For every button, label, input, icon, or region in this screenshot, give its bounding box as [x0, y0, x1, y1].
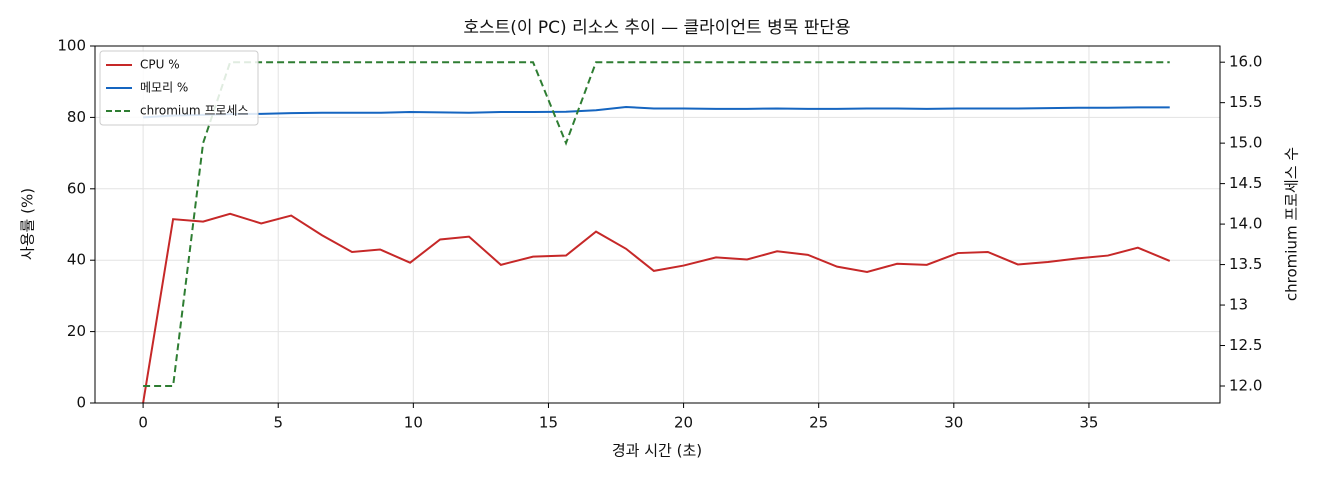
y2-tick-label: 14.0: [1229, 215, 1262, 233]
series-line: [143, 61, 1170, 387]
y2-tick-label: 12.0: [1229, 377, 1262, 395]
legend-label: CPU %: [140, 58, 180, 72]
y2-tick-label: 13.5: [1229, 255, 1262, 273]
series-line: [142, 212, 1171, 404]
y-tick-label: 80: [67, 108, 86, 126]
x-tick-label: 0: [138, 414, 148, 432]
x-tick-label: 30: [944, 414, 963, 432]
y-tick-label: 40: [67, 251, 86, 269]
legend-label: chromium 프로세스: [140, 104, 249, 118]
x-tick-label: 5: [273, 414, 283, 432]
x-tick-label: 20: [674, 414, 693, 432]
x-tick-label: 10: [404, 414, 423, 432]
y2-axis-label: chromium 프로세스 수: [1283, 147, 1301, 301]
y-tick-label: 0: [76, 394, 86, 412]
plot-frame: [94, 45, 1221, 404]
y-axis-label: 사용률 (%): [19, 188, 37, 260]
x-tick-label: 25: [809, 414, 828, 432]
y2-tick-label: 15.5: [1229, 93, 1262, 111]
y-tick-label: 100: [57, 37, 86, 55]
y2-tick-label: 14.5: [1229, 174, 1262, 192]
y2-tick-label: 15.0: [1229, 134, 1262, 152]
y-tick-label: 20: [67, 322, 86, 340]
series-line: [143, 106, 1170, 119]
legend: CPU % 메모리 % chromium 프로세스: [99, 50, 259, 126]
y2-tick-label: 16.0: [1229, 53, 1262, 71]
chart-title: 호스트(이 PC) 리소스 추이 — 클라이언트 병목 판단용: [463, 18, 850, 38]
y-tick-label: 60: [67, 179, 86, 197]
y2-tick-label: 13: [1229, 296, 1248, 314]
legend-label: 메모리 %: [140, 81, 188, 95]
x-tick-label: 15: [539, 414, 558, 432]
x-axis-label: 경과 시간 (초): [612, 442, 702, 460]
y2-tick-label: 12.5: [1229, 336, 1262, 354]
x-tick-label: 35: [1079, 414, 1098, 432]
legend-box: [99, 50, 259, 126]
